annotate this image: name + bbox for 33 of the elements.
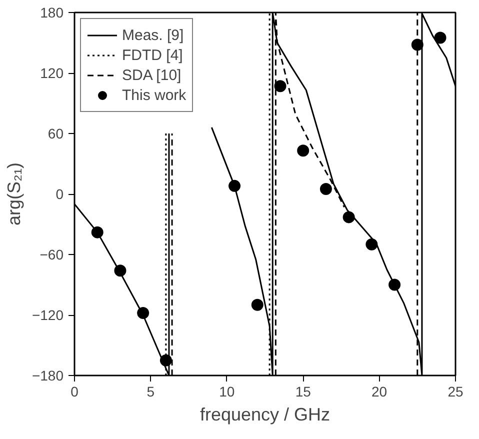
x-tick-label: 10 — [219, 384, 235, 400]
point — [320, 182, 332, 195]
point — [91, 226, 104, 238]
point — [342, 211, 355, 224]
x-tick-label: 20 — [372, 384, 388, 400]
legend-label: This work — [122, 86, 186, 104]
point — [366, 238, 378, 250]
point — [160, 354, 172, 366]
point — [388, 278, 401, 291]
x-tick-label: 25 — [448, 384, 464, 400]
x-tick-label: 5 — [146, 384, 155, 400]
point — [297, 144, 310, 157]
point — [137, 306, 150, 319]
point — [274, 80, 286, 92]
y-axis-title: arg(S₂₁) — [4, 162, 24, 226]
legend-label: Meas. [9] — [122, 26, 184, 44]
y-tick-label: −120 — [32, 307, 64, 323]
x-tick-label: 15 — [295, 384, 312, 400]
y-tick-label: 120 — [40, 65, 64, 81]
y-tick-label: 180 — [40, 4, 64, 20]
point — [411, 38, 424, 51]
y-tick-label: 60 — [48, 126, 64, 142]
legend-label: SDA [10] — [122, 66, 182, 84]
x-axis-title: frequency / GHz — [200, 404, 330, 424]
legend-label: FDTD [4] — [122, 46, 183, 64]
x-tick-label: 0 — [70, 384, 79, 400]
point — [434, 32, 446, 44]
point — [228, 180, 241, 192]
y-tick-label: 0 — [56, 186, 64, 202]
y-tick-label: −60 — [40, 246, 64, 262]
y-tick-label: −180 — [32, 368, 64, 384]
point — [114, 264, 126, 277]
point — [251, 298, 264, 311]
